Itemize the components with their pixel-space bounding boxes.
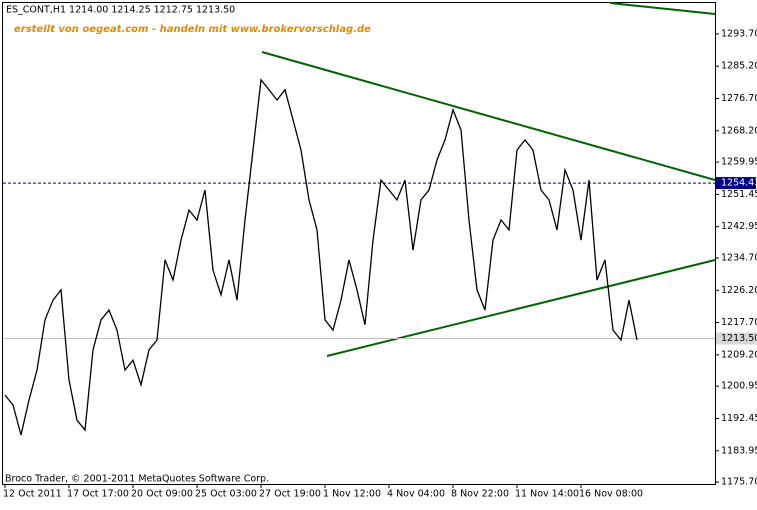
- last-price-box: [716, 332, 756, 345]
- y-tick-label: 1183.95: [721, 445, 757, 456]
- x-tick-label: 8 Nov 22:00: [451, 489, 509, 500]
- trend-line: [326, 259, 716, 357]
- chart-title: ES_CONT,H1 1214.00 1214.25 1212.75 1213.…: [6, 5, 235, 16]
- y-tick-label: 1200.95: [721, 381, 757, 392]
- y-tick-label: 1226.20: [721, 285, 757, 296]
- subtitle: erstellt von oegeat.com - handeln mit ww…: [14, 24, 371, 35]
- y-tick-label: 1175.70: [721, 477, 757, 488]
- x-tick-label: 4 Nov 04:00: [387, 489, 445, 500]
- y-tick-label: 1293.70: [721, 28, 757, 39]
- plot-frame: [2, 2, 716, 485]
- footer: Broco Trader, © 2001-2011 MetaQuotes Sof…: [5, 474, 269, 485]
- trend-line: [609, 2, 716, 15]
- level-label-box: [716, 177, 756, 190]
- y-tick-label: 1192.45: [721, 413, 757, 424]
- y-tick-label: 1268.20: [721, 125, 757, 136]
- y-tick-label: 1217.70: [721, 317, 757, 328]
- y-tick-label: 1259.95: [721, 157, 757, 168]
- last-price-label: 1213.50: [721, 333, 757, 344]
- y-tick-label: 1242.95: [721, 221, 757, 232]
- price-line: [4, 78, 638, 436]
- x-tick-label: 27 Oct 19:00: [259, 489, 321, 500]
- x-tick-label: 1 Nov 12:00: [323, 489, 381, 500]
- trend-line: [261, 51, 716, 181]
- x-tick-label: 11 Nov 14:00: [515, 489, 579, 500]
- x-tick-label: 25 Oct 03:00: [195, 489, 257, 500]
- y-tick-label: 1209.20: [721, 349, 757, 360]
- y-tick-label: 1234.70: [721, 253, 757, 264]
- level-label: 1254.43: [721, 178, 757, 189]
- y-tick-label: 1285.20: [721, 61, 757, 72]
- y-tick-label: 1276.70: [721, 93, 757, 104]
- y-tick-label: 1251.45: [721, 189, 757, 200]
- x-tick-label: 17 Oct 17:00: [67, 489, 129, 500]
- x-tick-label: 20 Oct 09:00: [131, 489, 193, 500]
- x-tick-label: 16 Nov 08:00: [579, 489, 643, 500]
- x-tick-label: 12 Oct 2011: [3, 489, 62, 500]
